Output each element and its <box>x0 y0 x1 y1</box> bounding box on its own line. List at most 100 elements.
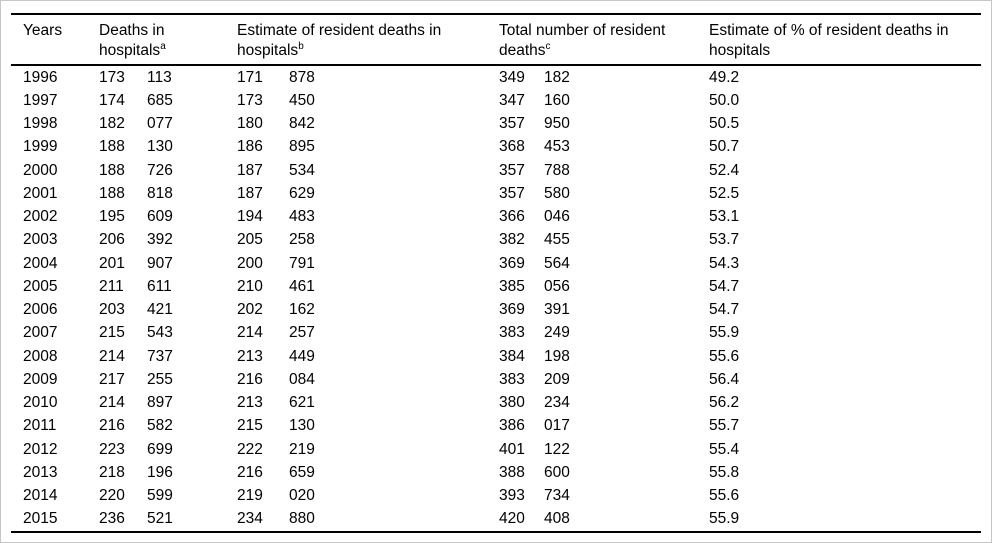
total-resident-deaths-thousands: 383 <box>499 370 525 388</box>
year-value: 1996 <box>23 68 58 86</box>
deaths-in-hospitals-thousands: 214 <box>99 394 125 412</box>
table-row: 2001 188 818 187 629 357 580 52.5 <box>23 182 979 205</box>
percent-resident-deaths-cell: 55.6 <box>709 487 979 505</box>
estimate-resident-deaths-thousands: 234 <box>237 510 263 528</box>
deaths-in-hospitals-remainder: 130 <box>147 138 173 156</box>
total-resident-deaths-remainder: 600 <box>544 463 570 481</box>
table-row: 2011 216 582 215 130 386 017 55.7 <box>23 415 979 438</box>
year-cell: 2014 <box>23 487 99 505</box>
table-top-rule <box>11 13 981 15</box>
deaths-in-hospitals-remainder: 907 <box>147 254 173 272</box>
deaths-in-hospitals-remainder: 897 <box>147 394 173 412</box>
deaths-in-hospitals-thousands: 174 <box>99 91 125 109</box>
estimate-resident-deaths-thousands: 187 <box>237 184 263 202</box>
percent-resident-deaths-value: 55.9 <box>709 510 740 528</box>
estimate-resident-deaths-remainder: 880 <box>289 510 315 528</box>
total-resident-deaths-cell: 357 580 <box>499 185 709 203</box>
estimate-resident-deaths-remainder: 659 <box>289 463 315 481</box>
total-resident-deaths-thousands: 393 <box>499 487 525 505</box>
deaths-in-hospitals-thousands: 211 <box>99 277 124 295</box>
percent-resident-deaths-value: 55.7 <box>709 417 740 435</box>
estimate-resident-deaths-remainder: 130 <box>289 417 315 435</box>
percent-resident-deaths-cell: 53.7 <box>709 231 979 249</box>
header-deaths-in-hospitals: Deaths in hospitalsa <box>99 21 237 61</box>
total-resident-deaths-cell: 385 056 <box>499 278 709 296</box>
total-resident-deaths-remainder: 198 <box>544 347 570 365</box>
deaths-in-hospitals-thousands: 220 <box>99 487 125 505</box>
total-resident-deaths-remainder: 122 <box>544 440 570 458</box>
table-body: 1996 173 113 171 878 349 182 49.2 1997 174 6… <box>23 66 979 531</box>
table-header-row: Years Deaths in hospitalsa Estimate of r… <box>23 21 979 61</box>
total-resident-deaths-remainder: 234 <box>544 394 570 412</box>
deaths-in-hospitals-remainder: 611 <box>147 277 172 295</box>
estimate-resident-deaths-cell: 216 084 <box>237 371 499 389</box>
total-resident-deaths-remainder: 017 <box>544 417 570 435</box>
year-cell: 2006 <box>23 301 99 319</box>
percent-resident-deaths-value: 54.7 <box>709 301 740 319</box>
deaths-in-hospitals-thousands: 215 <box>99 324 125 342</box>
total-resident-deaths-thousands: 384 <box>499 347 525 365</box>
total-resident-deaths-thousands: 401 <box>499 440 525 458</box>
total-resident-deaths-remainder: 249 <box>544 324 570 342</box>
total-resident-deaths-cell: 386 017 <box>499 417 709 435</box>
estimate-resident-deaths-remainder: 020 <box>289 487 315 505</box>
table-bottom-rule <box>11 531 981 533</box>
percent-resident-deaths-cell: 55.4 <box>709 441 979 459</box>
total-resident-deaths-remainder: 056 <box>544 277 570 295</box>
table-row: 2004 201 907 200 791 369 564 54.3 <box>23 252 979 275</box>
estimate-resident-deaths-remainder: 842 <box>289 115 315 133</box>
percent-resident-deaths-value: 49.2 <box>709 68 740 86</box>
deaths-in-hospitals-thousands: 182 <box>99 115 125 133</box>
total-resident-deaths-cell: 382 455 <box>499 231 709 249</box>
year-value: 2001 <box>23 184 58 202</box>
total-resident-deaths-remainder: 209 <box>544 370 570 388</box>
table-row: 1996 173 113 171 878 349 182 49.2 <box>23 66 979 89</box>
percent-resident-deaths-cell: 50.5 <box>709 115 979 133</box>
total-resident-deaths-cell: 393 734 <box>499 487 709 505</box>
table-row: 2014 220 599 219 020 393 734 55.6 <box>23 485 979 508</box>
year-cell: 2013 <box>23 464 99 482</box>
total-resident-deaths-cell: 401 122 <box>499 441 709 459</box>
year-value: 2010 <box>23 394 58 412</box>
header-percent-resident-deaths-label: Estimate of % of resident deaths in hosp… <box>709 22 949 59</box>
total-resident-deaths-thousands: 388 <box>499 463 525 481</box>
year-value: 2000 <box>23 161 58 179</box>
header-years-label: Years <box>23 22 63 39</box>
table-row: 2008 214 737 213 449 384 198 55.6 <box>23 345 979 368</box>
total-resident-deaths-thousands: 366 <box>499 208 525 226</box>
deaths-in-hospitals-cell: 236 521 <box>99 510 237 528</box>
year-value: 2009 <box>23 370 58 388</box>
estimate-resident-deaths-cell: 171 878 <box>237 69 499 87</box>
estimate-resident-deaths-remainder: 450 <box>289 91 315 109</box>
table-row: 1998 182 077 180 842 357 950 50.5 <box>23 113 979 136</box>
year-cell: 2005 <box>23 278 99 296</box>
estimate-resident-deaths-cell: 180 842 <box>237 115 499 133</box>
total-resident-deaths-remainder: 391 <box>544 301 570 319</box>
percent-resident-deaths-cell: 53.1 <box>709 208 979 226</box>
deaths-in-hospitals-cell: 206 392 <box>99 231 237 249</box>
deaths-in-hospitals-thousands: 201 <box>99 254 125 272</box>
year-value: 2007 <box>23 324 58 342</box>
percent-resident-deaths-cell: 55.9 <box>709 324 979 342</box>
estimate-resident-deaths-cell: 187 629 <box>237 185 499 203</box>
percent-resident-deaths-value: 55.6 <box>709 347 740 365</box>
year-value: 2005 <box>23 277 58 295</box>
total-resident-deaths-remainder: 455 <box>544 231 570 249</box>
total-resident-deaths-cell: 349 182 <box>499 69 709 87</box>
year-value: 2002 <box>23 208 58 226</box>
estimate-resident-deaths-thousands: 214 <box>237 324 263 342</box>
estimate-resident-deaths-remainder: 534 <box>289 161 315 179</box>
total-resident-deaths-remainder: 182 <box>544 68 570 86</box>
percent-resident-deaths-value: 53.1 <box>709 208 740 226</box>
year-cell: 2007 <box>23 324 99 342</box>
header-estimate-resident-deaths-label: Estimate of resident deaths in hospitals <box>237 22 442 59</box>
estimate-resident-deaths-thousands: 205 <box>237 231 263 249</box>
total-resident-deaths-remainder: 046 <box>544 208 570 226</box>
header-separator-rule <box>11 64 981 66</box>
estimate-resident-deaths-thousands: 202 <box>237 301 263 319</box>
year-cell: 1996 <box>23 69 99 87</box>
deaths-in-hospitals-thousands: 195 <box>99 208 125 226</box>
deaths-in-hospitals-cell: 201 907 <box>99 255 237 273</box>
year-cell: 2011 <box>23 417 99 435</box>
